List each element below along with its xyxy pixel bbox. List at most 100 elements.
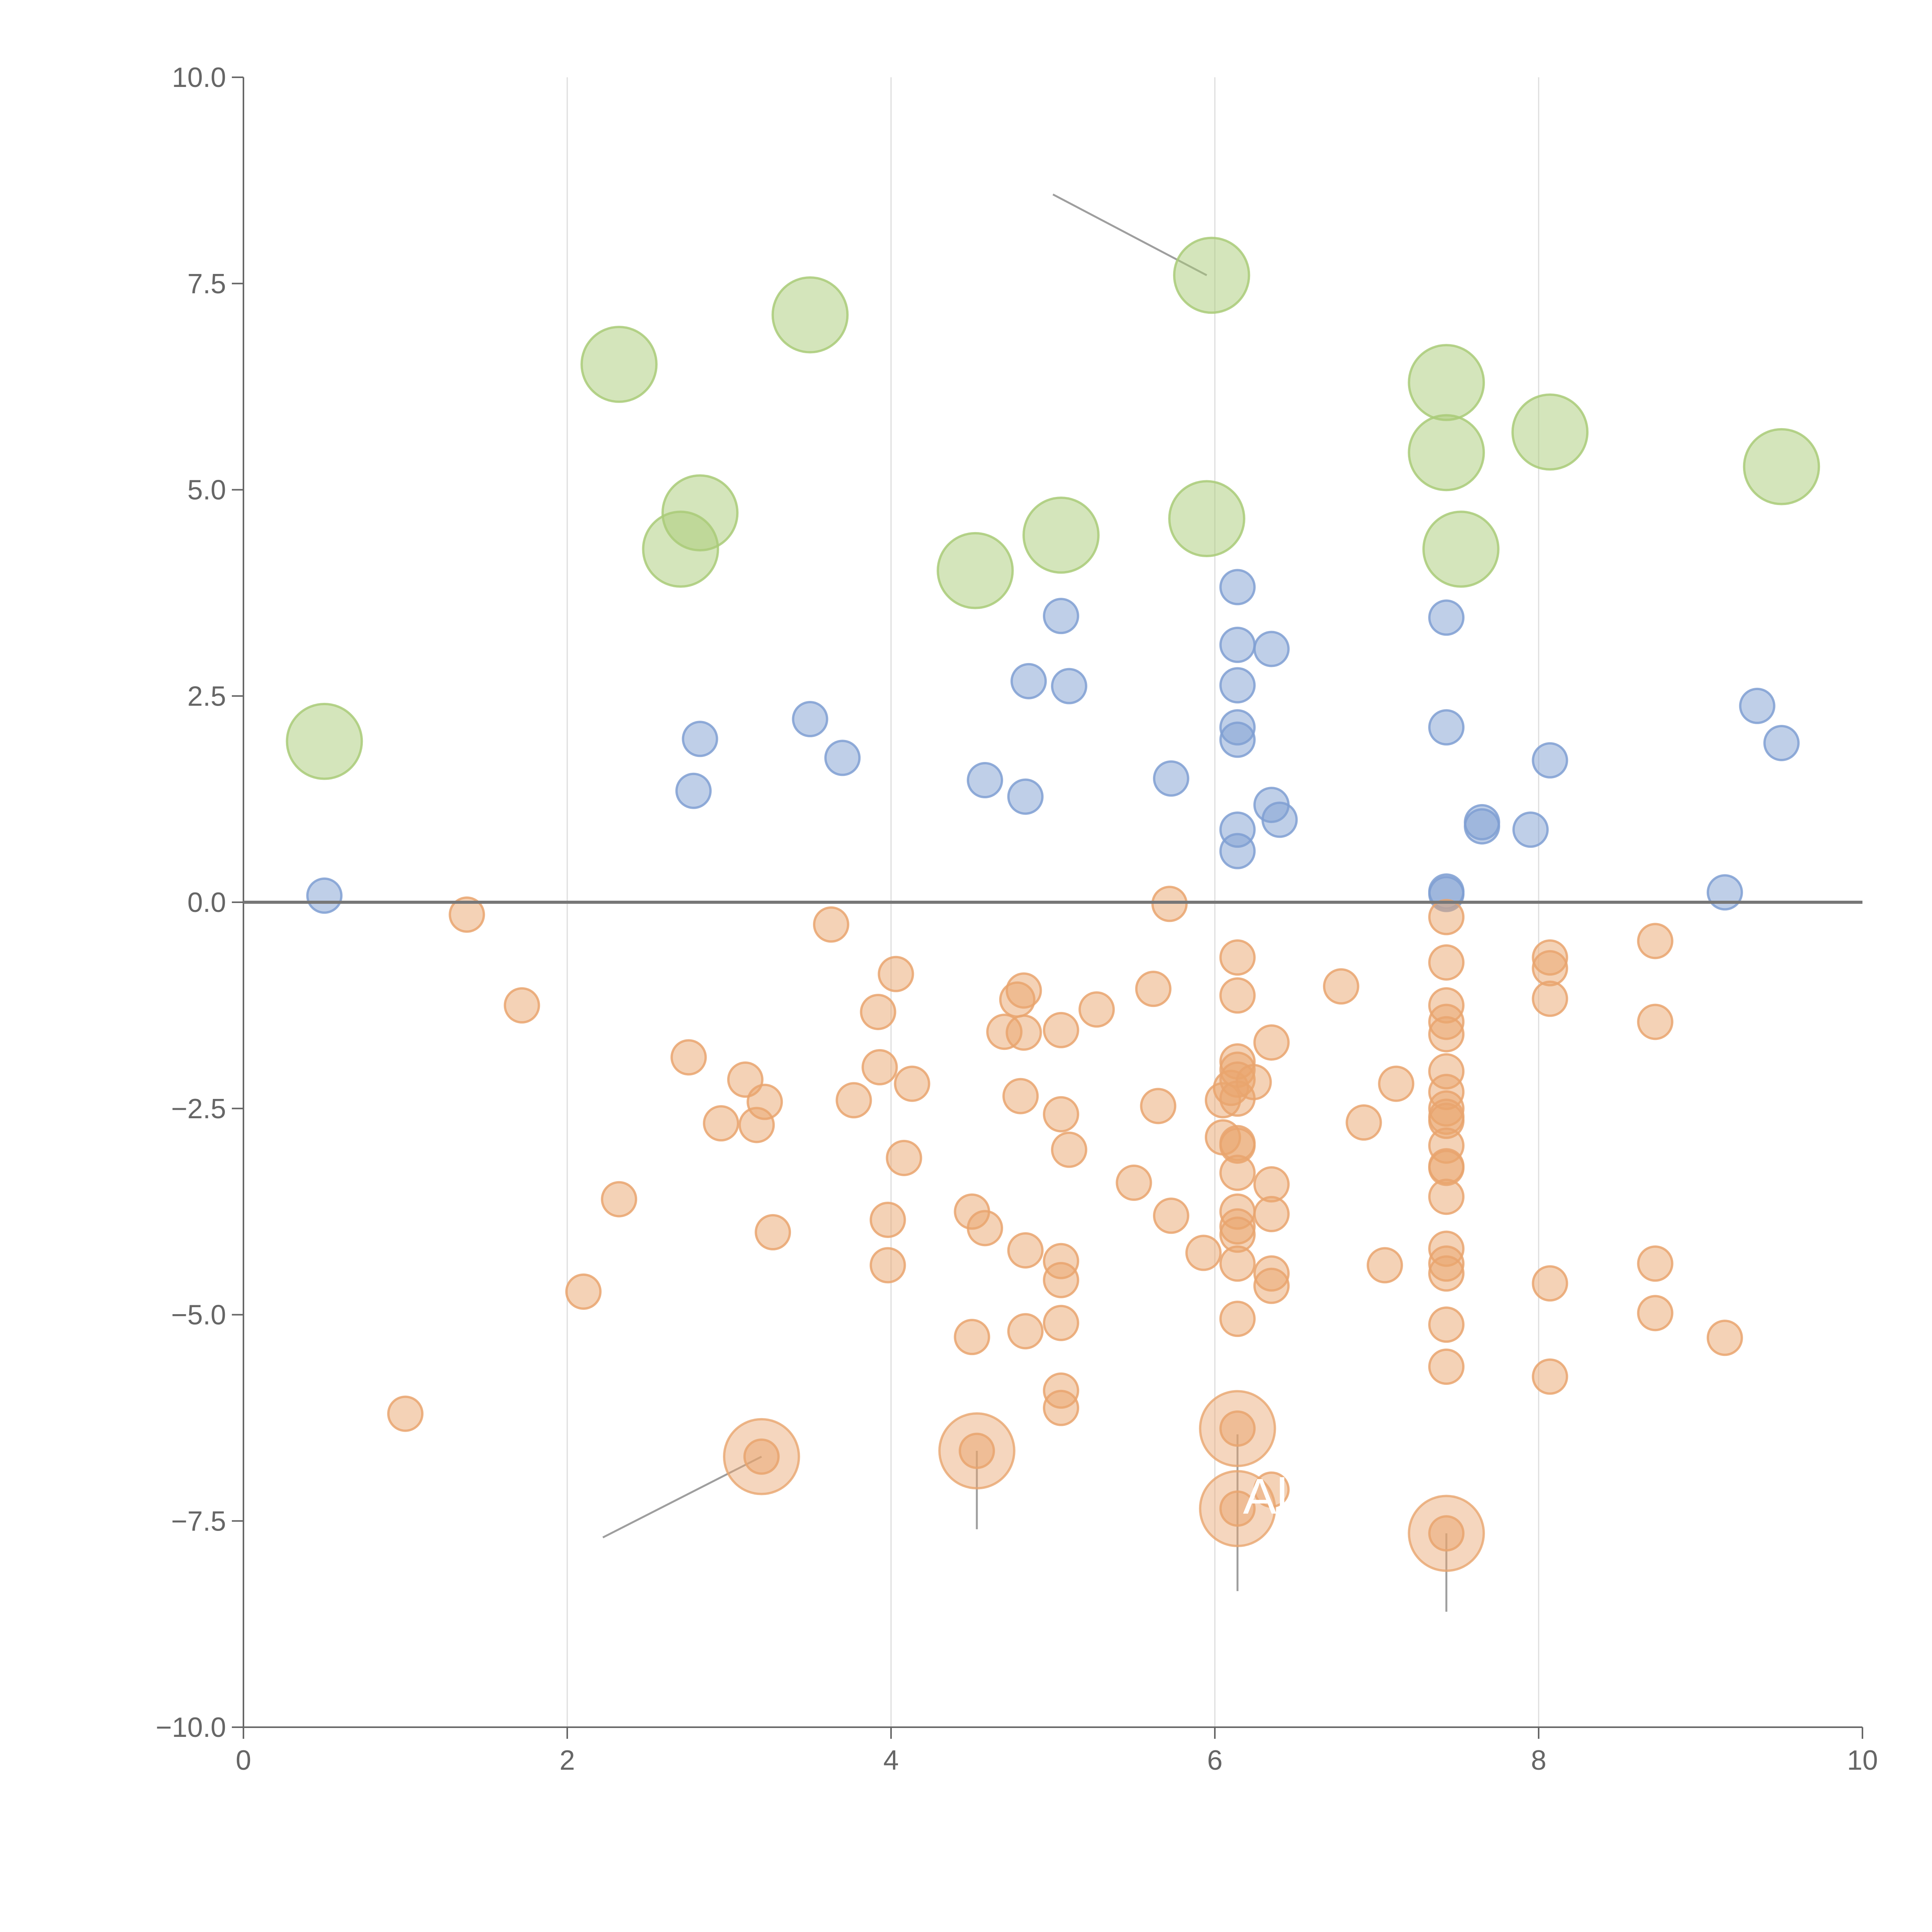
point-positive [792, 701, 828, 738]
point-negative [1007, 1313, 1044, 1350]
point-negative [1043, 1304, 1079, 1341]
point-negative [703, 1105, 740, 1142]
point-negative [755, 1214, 791, 1250]
point-negative-large [938, 1412, 1015, 1490]
point-negative [1140, 1088, 1177, 1124]
point-negative-large [723, 1418, 800, 1495]
point-negative [869, 1247, 906, 1284]
point-large [286, 702, 363, 780]
annotation-label: Al [1243, 1468, 1288, 1524]
point-positive [1043, 598, 1079, 634]
point-large [1173, 236, 1250, 314]
point-negative [565, 1273, 602, 1310]
point-positive [1010, 663, 1047, 699]
x-tick-label: 6 [1207, 1745, 1223, 1776]
point-positive [1739, 687, 1776, 724]
point-negative [1637, 923, 1673, 959]
point-negative [1043, 1262, 1079, 1298]
point-large [771, 276, 849, 354]
point-large [1022, 497, 1100, 574]
point-negative [860, 993, 896, 1030]
y-tick-label: −10.0 [156, 1712, 226, 1743]
point-positive [1464, 808, 1500, 845]
point-negative [1532, 980, 1568, 1017]
point-positive [824, 740, 861, 776]
y-tick-label: 7.5 [187, 269, 226, 299]
point-large [1422, 510, 1500, 588]
point-large [1408, 344, 1485, 421]
point-negative [1532, 950, 1568, 986]
point-negative [1135, 971, 1172, 1007]
point-positive [1219, 721, 1256, 758]
y-tick-label: 5.0 [187, 475, 226, 506]
point-positive [1051, 668, 1087, 704]
point-large [642, 510, 719, 588]
point-large [1168, 480, 1245, 558]
point-negative [503, 987, 540, 1024]
point-negative [1002, 1078, 1039, 1114]
point-negative [387, 1395, 423, 1432]
point-negative [1043, 1012, 1079, 1048]
point-negative [1219, 1301, 1256, 1337]
point-positive [1219, 569, 1256, 605]
point-negative [954, 1319, 990, 1355]
point-negative [1378, 1065, 1415, 1102]
point-positive [1253, 631, 1290, 667]
point-negative [1428, 1349, 1465, 1385]
point-negative [601, 1181, 638, 1218]
y-tick-label: 10.0 [172, 62, 226, 93]
point-negative [747, 1083, 783, 1120]
point-negative [1428, 899, 1465, 935]
point-positive [1153, 760, 1189, 797]
y-tick-label: −7.5 [171, 1506, 226, 1537]
point-negative [1051, 1131, 1087, 1168]
point-negative-large [1199, 1470, 1276, 1548]
point-negative [670, 1039, 707, 1076]
point-negative [1235, 1064, 1272, 1100]
point-negative [861, 1049, 898, 1085]
point-negative [1007, 1232, 1044, 1269]
axes [232, 77, 1863, 1739]
point-negative [1078, 991, 1115, 1028]
point-negative [1428, 1515, 1465, 1552]
point-negative [1151, 886, 1188, 922]
annotations: Al [1243, 1468, 1288, 1524]
y-tick-label: 0.0 [187, 887, 226, 918]
point-negative [1219, 1245, 1256, 1282]
point-positive [1763, 724, 1800, 761]
point-negative [1253, 1024, 1290, 1061]
point-large [580, 326, 658, 403]
x-tick-label: 4 [883, 1745, 899, 1776]
point-negative [1219, 1155, 1256, 1191]
point-negative [1153, 1197, 1189, 1234]
point-negative [1323, 968, 1359, 1005]
point-positive [1532, 742, 1568, 779]
point-positive [682, 721, 718, 757]
point-negative [878, 956, 914, 992]
x-tick-label: 0 [236, 1745, 251, 1776]
point-negative [1005, 1014, 1042, 1051]
point-negative [1345, 1104, 1382, 1141]
point-negative [1637, 1295, 1673, 1332]
point-negative [1219, 977, 1256, 1014]
point-large [1743, 428, 1820, 505]
point-large [937, 532, 1014, 609]
annotation-leader-line [602, 1456, 762, 1539]
point-negative [1706, 1320, 1743, 1356]
x-tick-label: 2 [560, 1745, 575, 1776]
point-negative [869, 1201, 906, 1238]
y-tick-label: −2.5 [171, 1094, 226, 1124]
point-negative [1005, 972, 1042, 1009]
point-negative [1116, 1164, 1152, 1201]
point-negative-large [1408, 1495, 1485, 1572]
x-tick-label: 8 [1531, 1745, 1546, 1776]
point-negative [1428, 1179, 1465, 1215]
point-negative [1366, 1247, 1403, 1284]
point-negative [743, 1438, 780, 1475]
x-tick-label: 10 [1847, 1745, 1878, 1776]
point-negative [1532, 1358, 1568, 1395]
point-negative [886, 1139, 922, 1176]
point-negative [1428, 1016, 1465, 1053]
y-tick-label: −5.0 [171, 1300, 226, 1331]
